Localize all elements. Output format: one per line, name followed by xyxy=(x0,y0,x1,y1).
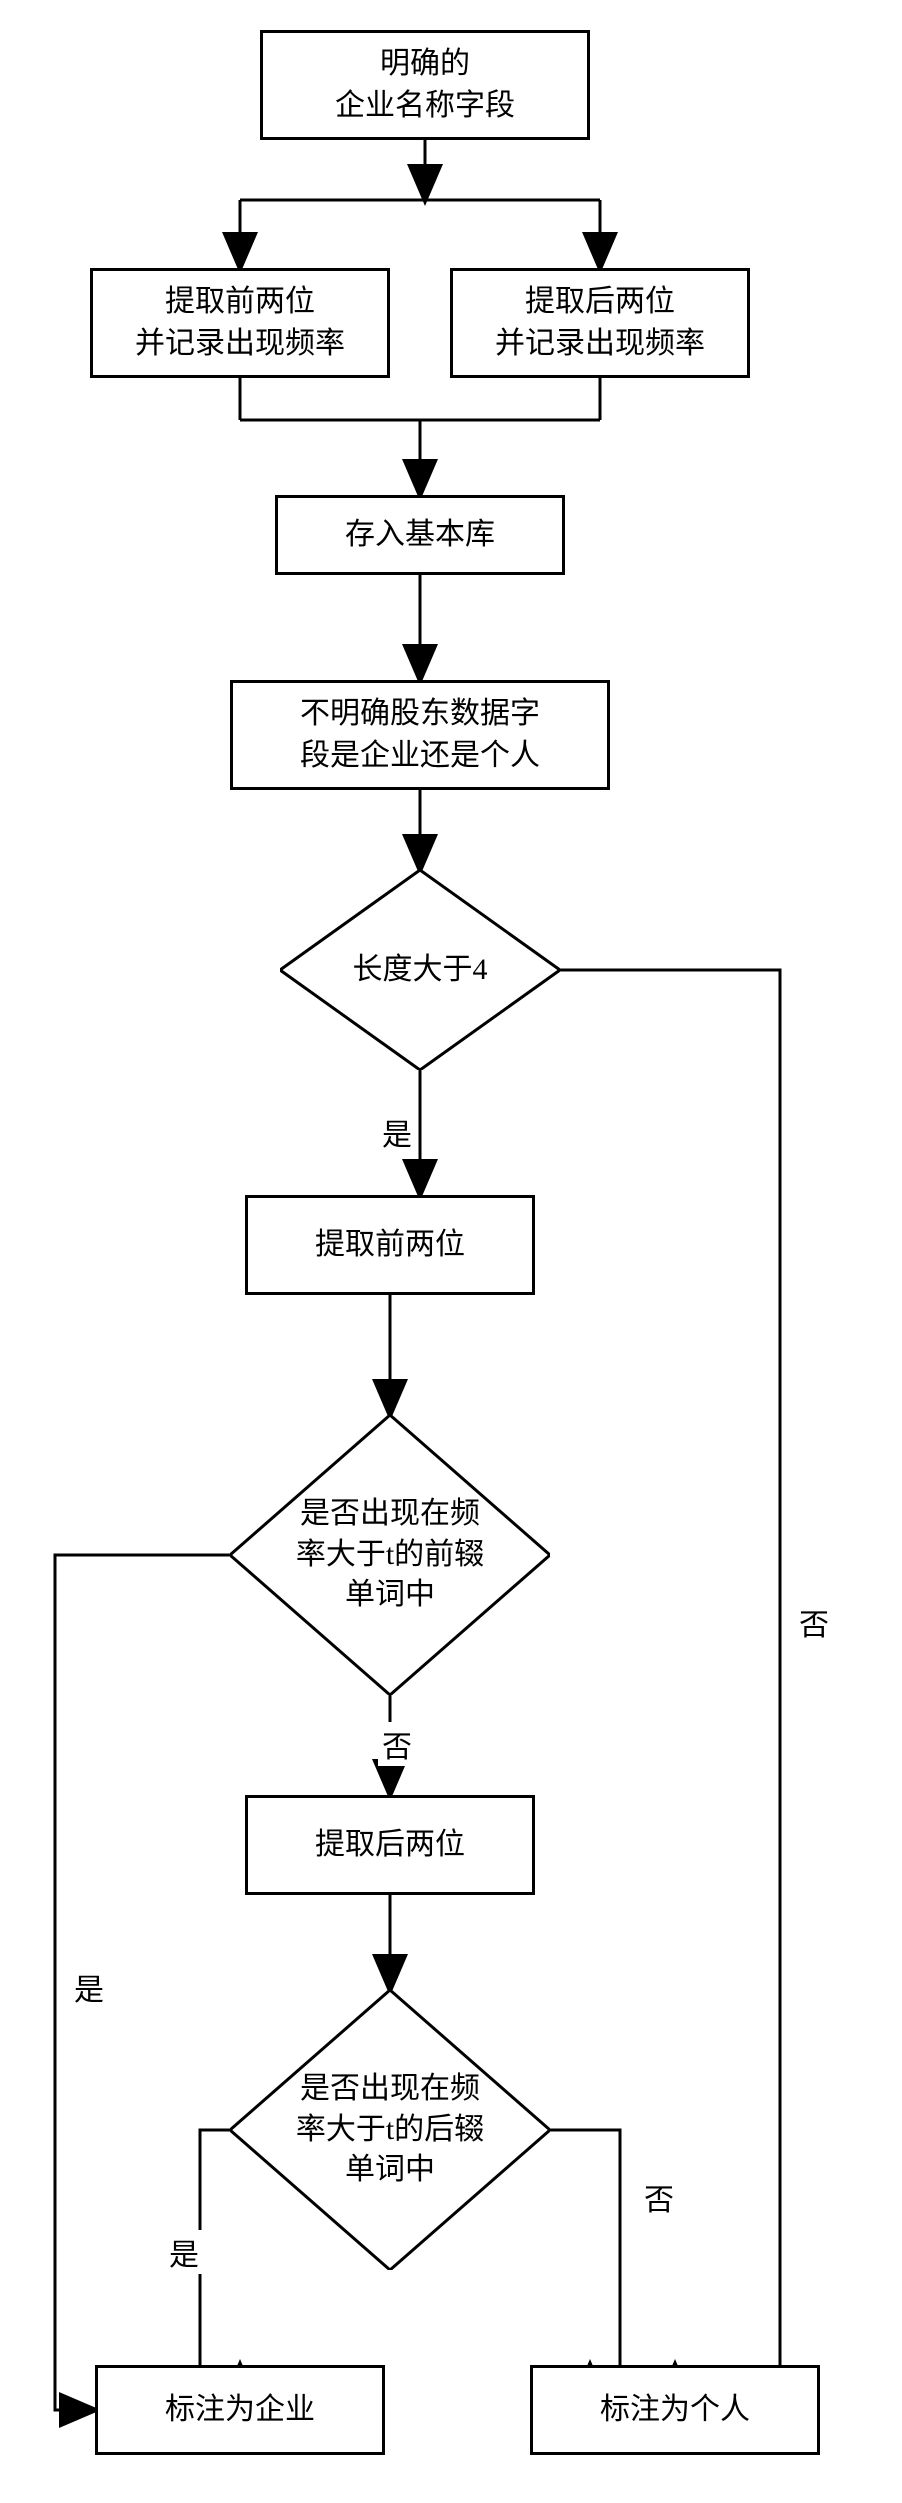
node-extract-first-two-freq: 提取前两位并记录出现频率 xyxy=(90,268,390,378)
edge-label-yes: 是 xyxy=(378,1110,416,1154)
node-unknown-shareholder: 不明确股东数据字段是企业还是个人 xyxy=(230,680,610,790)
decision-label: 是否出现在频率大于t的前辍单词中 xyxy=(296,1494,484,1616)
node-label: 存入基本库 xyxy=(345,514,495,556)
node-label: 提取后两位 xyxy=(315,1824,465,1866)
edge-label-yes: 是 xyxy=(70,1965,108,2009)
node-mark-individual: 标注为个人 xyxy=(530,2365,820,2455)
node-label: 标注为企业 xyxy=(165,2389,315,2431)
node-label: 提取后两位并记录出现频率 xyxy=(495,281,705,365)
edge-label-no: 否 xyxy=(640,2175,678,2219)
edge-label-no: 否 xyxy=(795,1600,833,1644)
node-mark-enterprise: 标注为企业 xyxy=(95,2365,385,2455)
decision-prefix-freq: 是否出现在频率大于t的前辍单词中 xyxy=(230,1415,550,1695)
node-store-base: 存入基本库 xyxy=(275,495,565,575)
node-label: 不明确股东数据字段是企业还是个人 xyxy=(300,693,540,777)
decision-label: 长度大于4 xyxy=(353,950,488,991)
node-extract-first-two: 提取前两位 xyxy=(245,1195,535,1295)
edge-label-no: 否 xyxy=(378,1722,416,1766)
node-extract-last-two: 提取后两位 xyxy=(245,1795,535,1895)
node-label: 明确的企业名称字段 xyxy=(335,43,515,127)
node-start: 明确的企业名称字段 xyxy=(260,30,590,140)
node-extract-last-two-freq: 提取后两位并记录出现频率 xyxy=(450,268,750,378)
flowchart-canvas: 明确的企业名称字段 提取前两位并记录出现频率 提取后两位并记录出现频率 存入基本… xyxy=(0,0,902,2503)
node-label: 标注为个人 xyxy=(600,2389,750,2431)
decision-label: 是否出现在频率大于t的后辍单词中 xyxy=(296,2069,484,2191)
decision-length-gt-4: 长度大于4 xyxy=(280,870,560,1070)
decision-suffix-freq: 是否出现在频率大于t的后辍单词中 xyxy=(230,1990,550,2270)
edge-label-yes: 是 xyxy=(165,2230,203,2274)
node-label: 提取前两位并记录出现频率 xyxy=(135,281,345,365)
node-label: 提取前两位 xyxy=(315,1224,465,1266)
